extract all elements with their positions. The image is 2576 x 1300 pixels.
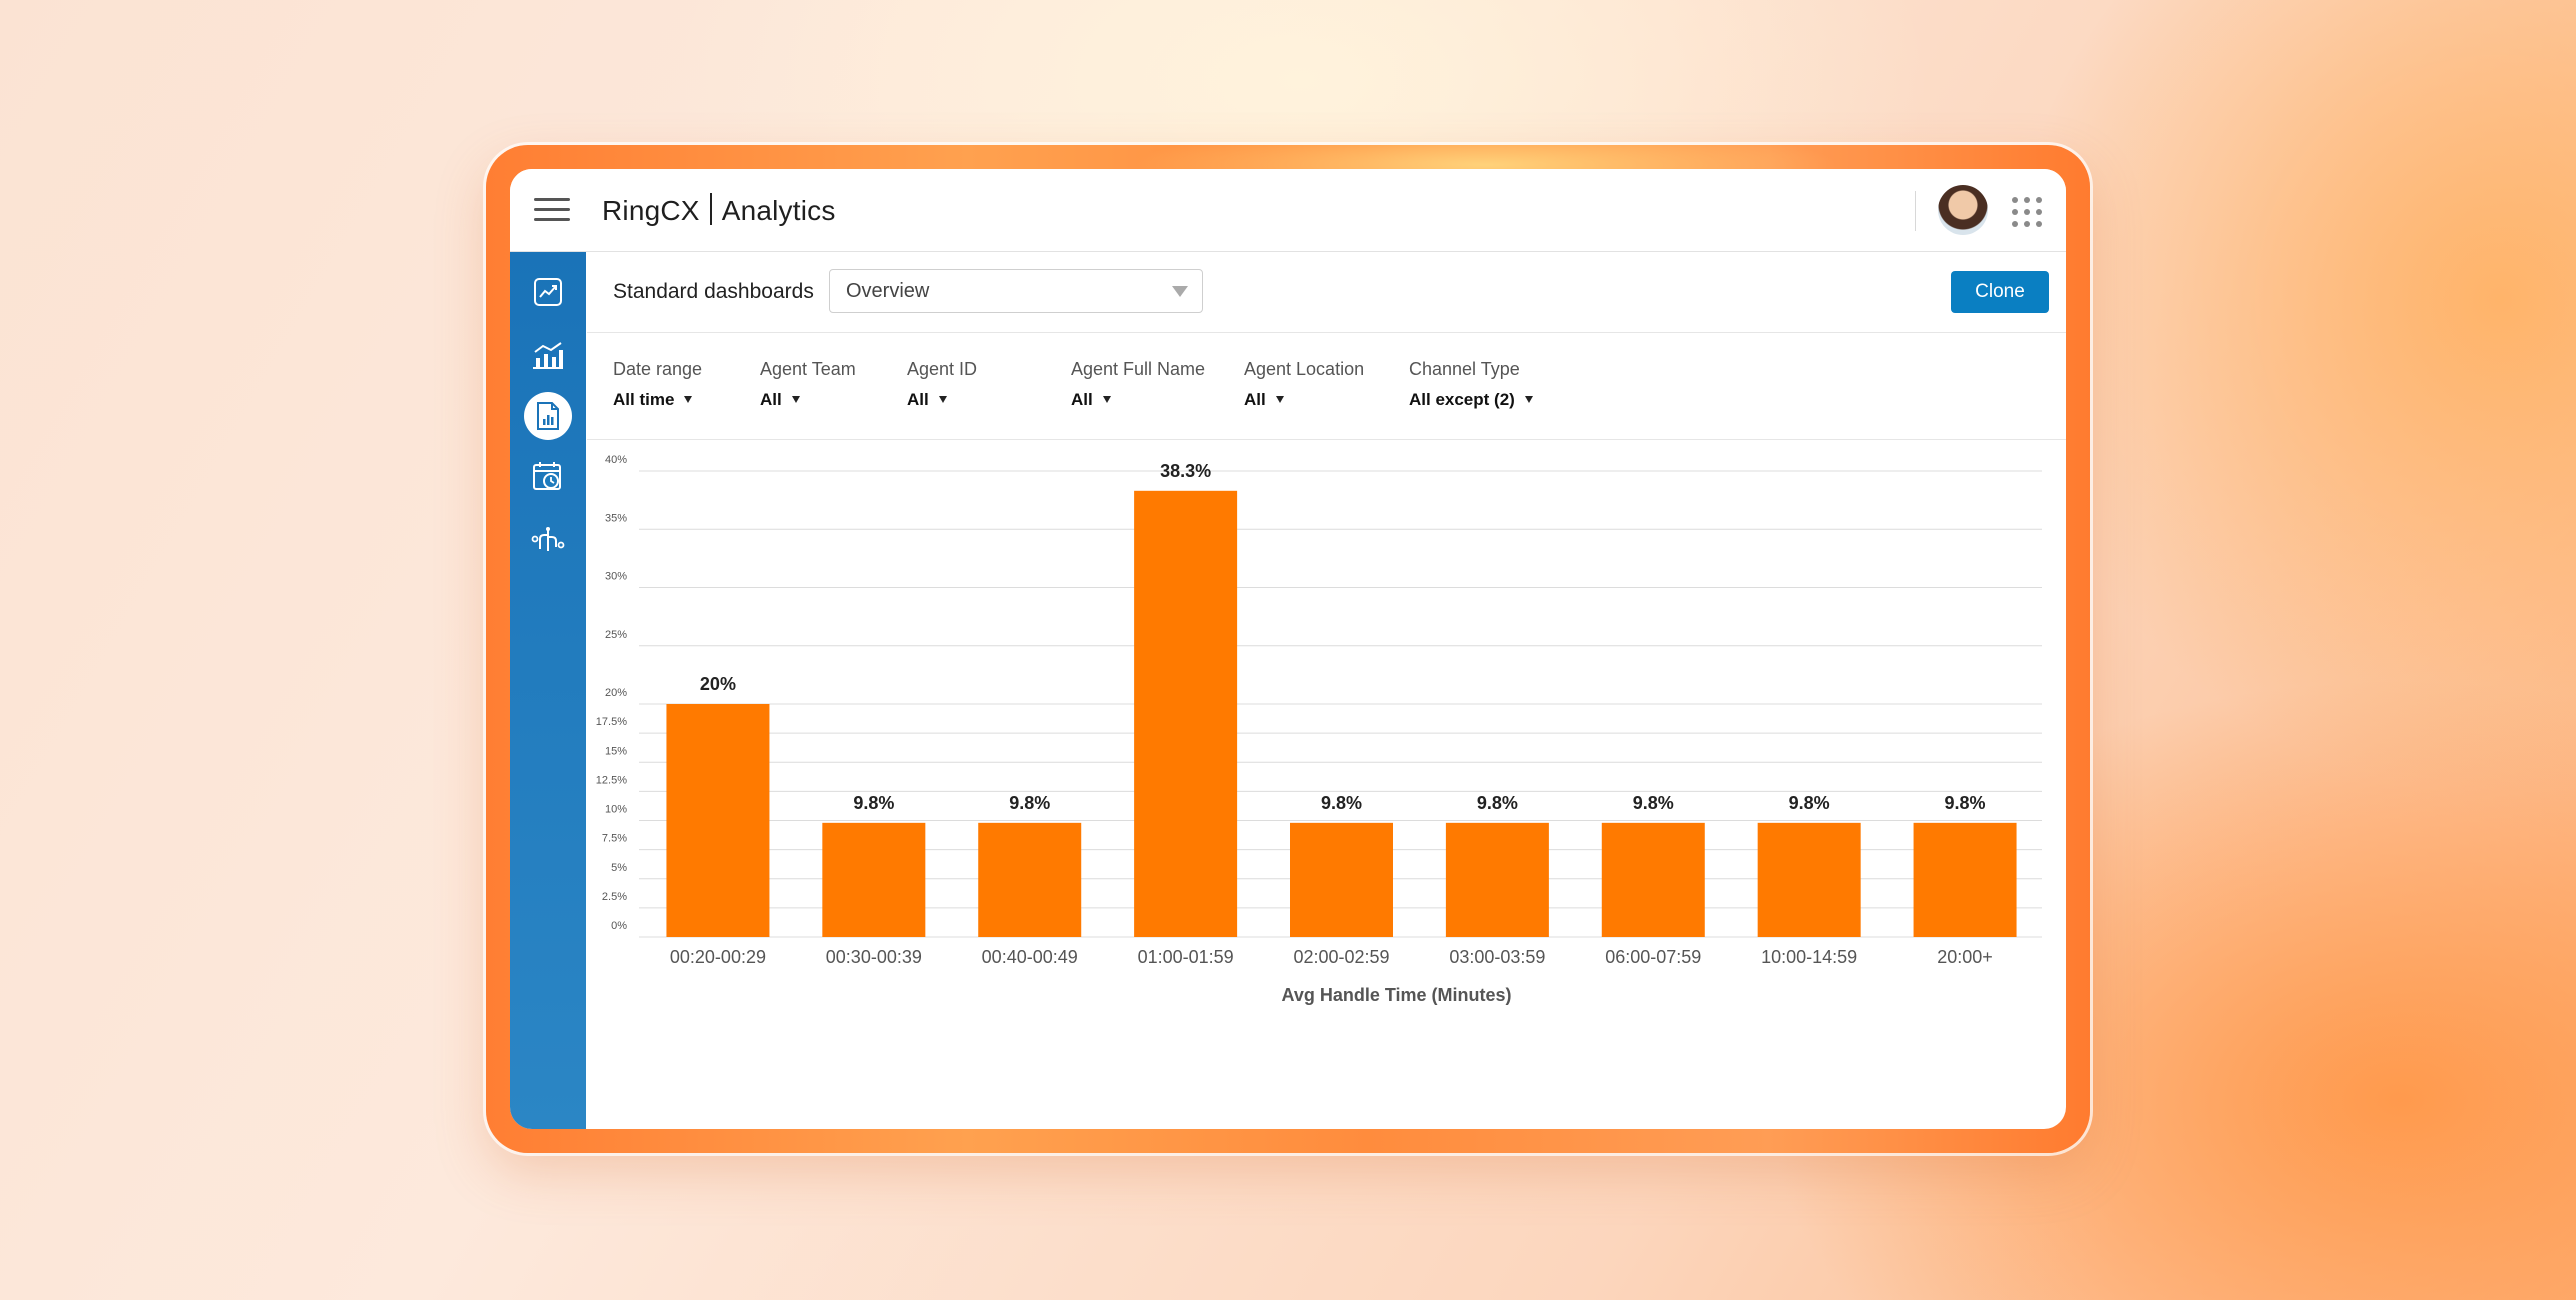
x-tick-label: 06:00-07:59 [1605,947,1701,967]
filter-value: All [907,390,929,409]
filter-bar: Date range All time Agent Team All Agent… [587,333,2066,440]
dashboard-toolbar: Standard dashboards Overview Clone [587,252,2066,333]
top-bar: RingCX Analytics [510,169,2066,252]
y-tick-label: 30% [605,571,627,583]
y-tick-label: 25% [605,629,627,641]
caret-down-icon [938,396,947,403]
y-tick-label: 12.5% [596,774,627,786]
data-label: 9.8% [1945,793,1986,813]
x-tick-label: 00:40-00:49 [982,947,1078,967]
apps-grid-icon[interactable] [2012,197,2042,227]
filter-label: Date range [613,359,703,379]
data-label: 20% [700,674,736,694]
caret-down-icon [1102,396,1111,403]
filter-value: All [760,390,782,409]
filter-value: All time [613,390,675,409]
bar [1601,822,1705,937]
dashboard-select-value: Overview [846,280,930,302]
x-tick-label: 02:00-02:59 [1293,947,1389,967]
y-tick-label: 2.5% [602,891,627,903]
analytics-chart-icon[interactable] [524,331,572,379]
x-tick-label: 01:00-01:59 [1138,947,1234,967]
filter-select[interactable]: All time [613,390,702,410]
x-tick-label: 00:30-00:39 [826,947,922,967]
filter-label: Agent Team [760,359,856,379]
data-label: 9.8% [1321,793,1362,813]
caret-down-icon [684,396,693,403]
filter-date-range: Date range All time [613,359,702,410]
y-tick-label: 35% [605,512,627,524]
bar [1913,822,2017,937]
data-label: 9.8% [1633,793,1674,813]
user-avatar[interactable] [1938,185,1988,235]
app-title: RingCX Analytics [602,193,836,227]
bar [666,704,770,937]
data-label: 9.8% [1477,793,1518,813]
sidebar [510,252,586,1129]
chart-canvas: 0% 2.5% 5% 7.5% 10% 12.5% 15% 17.5% 20% 25% 30% 35%… [596,454,2042,1005]
filter-select[interactable]: All [907,390,977,410]
title-separator [709,193,712,225]
filter-agent-team: Agent Team All [760,359,856,410]
filter-channel-type: Channel Type All except (2) [1409,359,1533,410]
network-nodes-icon[interactable] [524,516,572,564]
data-label: 9.8% [1789,793,1830,813]
filter-select[interactable]: All except (2) [1409,390,1533,410]
chevron-down-icon [1172,286,1188,297]
topbar-divider [1915,191,1916,231]
bar [1134,490,1238,937]
filter-label: Agent Location [1244,359,1365,379]
calendar-clock-icon[interactable] [524,452,572,500]
filter-value: All [1244,390,1266,409]
filter-value: All except (2) [1409,390,1515,409]
caret-down-icon [1524,396,1533,403]
x-tick-label: 10:00-14:59 [1761,947,1857,967]
y-tick-label: 5% [611,862,627,874]
filter-agent-location: Agent Location All [1244,359,1364,410]
bar [1290,822,1393,937]
bar [822,822,926,937]
x-axis-title: Avg Handle Time (Minutes) [1281,985,1511,1005]
filter-label: Agent Full Name [1071,359,1206,379]
y-tick-label: 7.5% [602,833,627,845]
section-name: Analytics [721,195,836,226]
bar [1445,822,1549,937]
filter-value: All [1071,390,1093,409]
clone-button[interactable]: Clone [1951,271,2049,313]
filter-label: Agent ID [907,359,978,379]
trend-chart-icon[interactable] [524,268,572,316]
filter-select[interactable]: All [1244,390,1364,410]
x-tick-label: 20:00+ [1937,947,1993,967]
filter-select[interactable]: All [1071,390,1205,410]
filter-agent-id: Agent ID All [907,359,977,410]
bar [978,822,1082,937]
data-label: 9.8% [1009,793,1050,813]
data-label: 38.3% [1160,461,1211,481]
bar-chart: 0% 2.5% 5% 7.5% 10% 12.5% 15% 17.5% 20% 25% 30% 35%… [587,440,2066,1129]
brand-name: RingCX [602,195,700,226]
report-document-icon[interactable] [524,392,572,440]
x-tick-label: 03:00-03:59 [1449,947,1545,967]
app-window: RingCX Analytics Standard dashboards Over [510,169,2066,1129]
y-tick-label: 17.5% [596,716,627,728]
hamburger-menu-icon[interactable] [534,198,570,222]
y-tick-label: 15% [605,745,627,757]
caret-down-icon [1275,396,1284,403]
filter-label: Channel Type [1409,359,1520,379]
caret-down-icon [791,396,800,403]
dashboard-select[interactable]: Overview [829,269,1203,313]
standard-dashboards-label: Standard dashboards [613,280,814,303]
y-tick-label: 0% [611,920,627,932]
y-tick-label: 20% [605,687,627,699]
bar [1757,822,1861,937]
y-tick-label: 40% [605,454,627,466]
y-tick-label: 10% [605,804,627,816]
x-tick-label: 00:20-00:29 [670,947,766,967]
filter-select[interactable]: All [760,390,856,410]
filter-agent-full-name: Agent Full Name All [1071,359,1205,410]
data-label: 9.8% [853,793,894,813]
